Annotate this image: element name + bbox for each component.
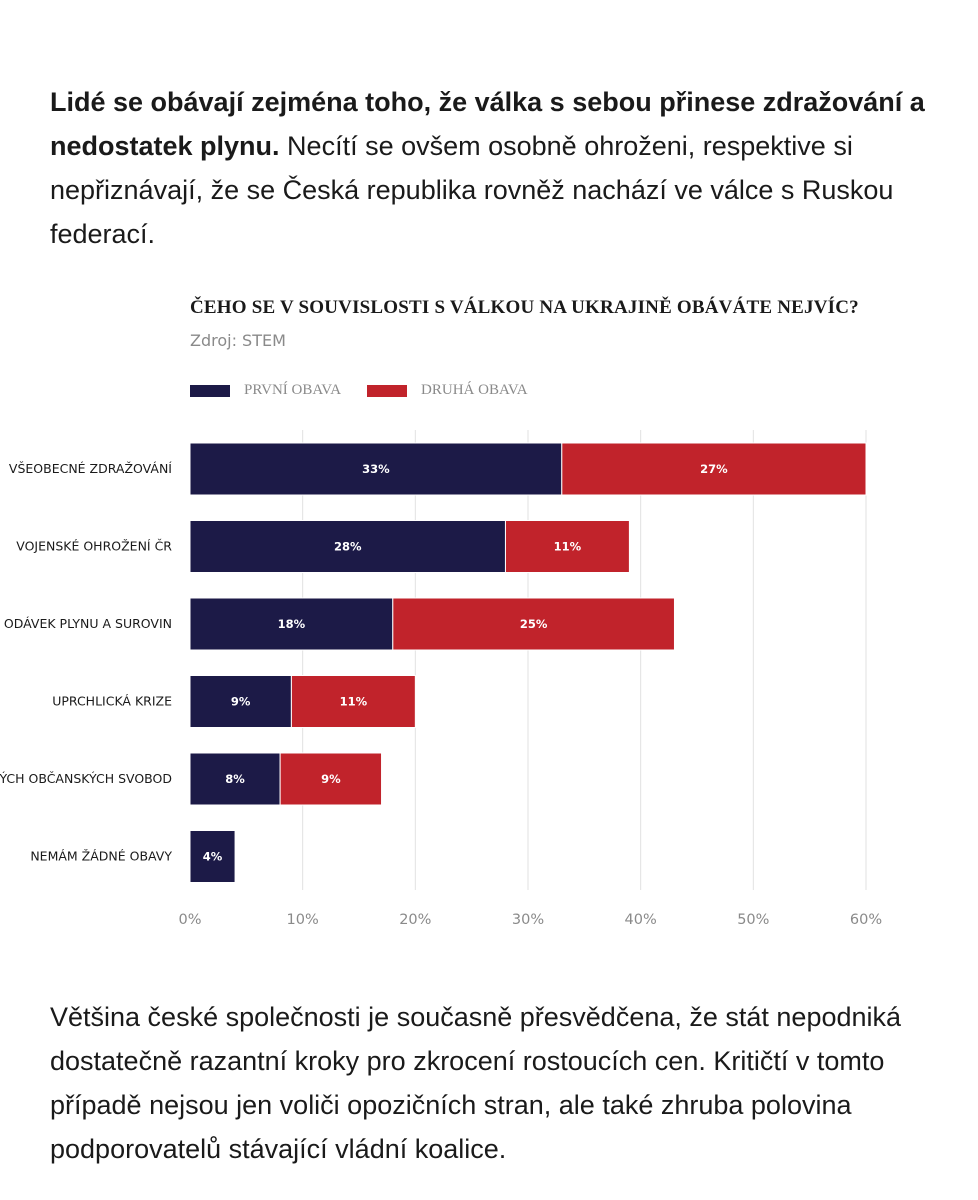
legend-swatch-first <box>190 384 230 397</box>
legend-item-first: PRVNÍ OBAVA <box>190 382 341 399</box>
bar-second-concern <box>290 675 416 728</box>
bar-first-concern <box>189 752 281 806</box>
legend-swatch-second <box>367 384 408 397</box>
x-tick-label: 10% <box>287 912 319 928</box>
bar-first-concern <box>189 597 394 651</box>
chart-title: ČEHO SE V SOUVISLOSTI S VÁLKOU NA UKRAJI… <box>190 297 859 318</box>
data-label: 27% <box>700 462 728 476</box>
chart-source: Zdroj: STEM <box>190 331 286 350</box>
bar-second-concern <box>392 597 675 651</box>
category-label: UPRCHLICKÁ KRIZE <box>52 694 172 709</box>
category-label: VOJENSKÉ OHROŽENÍ ČR <box>16 539 172 554</box>
data-label: 11% <box>340 695 368 709</box>
data-label: 8% <box>225 772 245 786</box>
intro-bold-text: Lidé se obávají zejména toho, že válka s… <box>50 87 925 161</box>
category-label: NEMÁM ŽÁDNÉ OBAVY <box>30 849 172 864</box>
x-tick-label: 0% <box>178 912 201 928</box>
x-tick-label: 50% <box>737 912 769 928</box>
x-tick-label: 30% <box>512 912 544 928</box>
stacked-bar-chart: VŠEOBECNÉ ZDRAŽOVÁNÍ 33% 27% VOJENSKÉ OHROŽ… <box>0 430 882 928</box>
category-label: ÝCH OBČANSKÝCH SVOBOD <box>0 771 172 786</box>
data-label: 18% <box>278 617 306 631</box>
data-label: 4% <box>203 850 223 864</box>
category-label: VŠEOBECNÉ ZDRAŽOVÁNÍ <box>9 461 172 476</box>
bar-second-concern <box>279 752 383 806</box>
bar-second-concern <box>504 520 630 573</box>
bar-second-concern <box>561 442 867 496</box>
x-tick-label: 60% <box>850 912 882 928</box>
data-label: 9% <box>321 772 341 786</box>
data-label: 28% <box>334 540 362 554</box>
category-label: ODÁVEK PLYNU A SUROVIN <box>4 616 172 631</box>
data-label: 11% <box>554 540 582 554</box>
data-label: 33% <box>362 462 390 476</box>
bar-first-concern <box>189 520 506 573</box>
data-label: 9% <box>231 695 251 709</box>
chart-legend: PRVNÍ OBAVA DRUHÁ OBAVA <box>190 382 554 399</box>
data-label: 25% <box>520 617 548 631</box>
bar-first-concern <box>189 830 236 883</box>
legend-label-second: DRUHÁ OBAVA <box>421 382 528 398</box>
x-tick-label: 20% <box>399 912 431 928</box>
x-tick-label: 40% <box>625 912 657 928</box>
legend-label-first: PRVNÍ OBAVA <box>244 382 342 398</box>
intro-paragraph: Lidé se obávají zejména toho, že válka s… <box>50 80 930 256</box>
intro-rest-text: Necítí se ovšem osobně ohroženi, respekt… <box>50 131 894 249</box>
legend-item-second: DRUHÁ OBAVA <box>367 382 528 399</box>
outro-paragraph: Většina české společnosti je současně př… <box>50 1002 902 1164</box>
